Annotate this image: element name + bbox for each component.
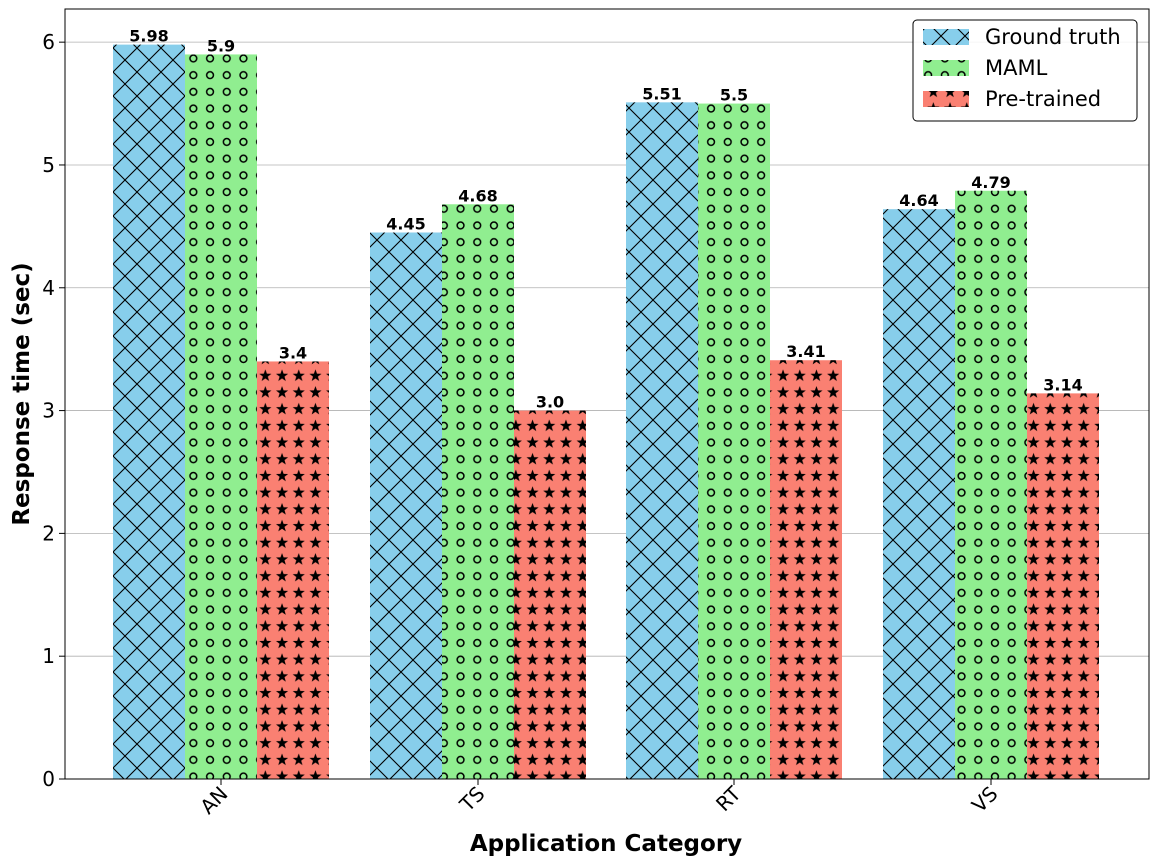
bars-layer [113, 44, 1099, 780]
x-tick-label-0: AN [195, 782, 232, 819]
legend-swatch-1 [923, 60, 969, 76]
legend-label-1: MAML [985, 56, 1048, 80]
legend-swatch-2 [923, 91, 969, 107]
y-axis-ticks: 0 1 2 3 4 5 6 [42, 30, 65, 791]
x-tick-label-1: TS [454, 782, 489, 817]
y-tick-label-4: 4 [42, 276, 55, 300]
bar-vs-0 [883, 209, 955, 780]
bar-an-2 [257, 361, 329, 779]
data-label-rt-2: 3.41 [786, 342, 825, 361]
data-label-an-1: 5.9 [207, 36, 235, 55]
bar-an-0 [113, 44, 185, 780]
y-tick-label-1: 1 [42, 644, 55, 668]
legend-swatch-0 [923, 29, 969, 45]
data-label-vs-1: 4.79 [971, 173, 1010, 192]
data-label-an-0: 5.98 [129, 27, 168, 46]
data-label-rt-1: 5.5 [720, 86, 748, 105]
bar-ts-2 [514, 410, 586, 779]
bar-ts-0 [370, 232, 442, 779]
bar-rt-2 [770, 360, 842, 779]
data-label-vs-2: 3.14 [1043, 375, 1082, 394]
bar-vs-2 [1027, 393, 1099, 779]
y-tick-label-5: 5 [42, 153, 55, 177]
y-tick-label-6: 6 [42, 30, 55, 54]
legend-label-2: Pre-trained [985, 87, 1101, 111]
data-label-rt-0: 5.51 [642, 84, 681, 103]
x-axis-label: Application Category [470, 831, 742, 857]
bar-rt-1 [698, 103, 770, 779]
y-tick-label-2: 2 [42, 521, 55, 545]
legend-label-0: Ground truth [985, 25, 1121, 49]
y-tick-label-0: 0 [42, 767, 55, 791]
bar-ts-1 [442, 204, 514, 779]
bar-rt-0 [626, 102, 698, 780]
data-label-an-2: 3.4 [279, 343, 307, 362]
y-axis-label: Response time (sec) [9, 262, 35, 525]
data-label-ts-2: 3.0 [536, 393, 564, 412]
x-tick-label-3: VS [967, 782, 1003, 818]
bar-vs-1 [955, 190, 1027, 779]
data-label-vs-0: 4.64 [899, 191, 938, 210]
data-label-ts-0: 4.45 [386, 215, 425, 234]
bar-an-1 [185, 54, 257, 779]
data-labels-layer: 5.98 5.9 3.4 4.45 4.68 3.0 5.51 5.5 3.41 4.64 4.79… [129, 27, 1082, 412]
x-axis-ticks: AN TS RT VS [195, 779, 1003, 819]
data-label-ts-1: 4.68 [458, 186, 497, 205]
legend: Ground truth MAML Pre-trained [912, 19, 1138, 122]
y-tick-label-3: 3 [42, 399, 55, 423]
x-tick-label-2: RT [711, 781, 746, 816]
plot-frame [64, 8, 1150, 780]
